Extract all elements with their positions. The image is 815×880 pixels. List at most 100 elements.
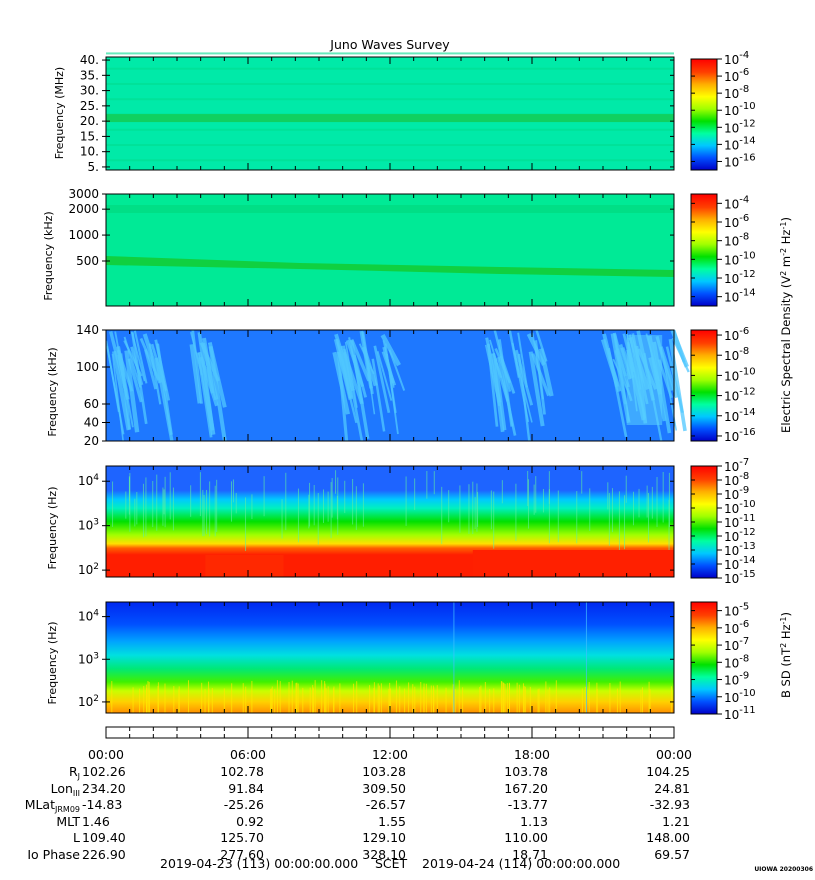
- ephemeris-label: MLatJRM09: [24, 797, 80, 814]
- ephemeris-value: 148.00: [646, 830, 690, 845]
- colorbar-tick-label: 10-12: [724, 387, 756, 404]
- time-tick-label: 00:00: [87, 747, 125, 762]
- ephemeris-label: L: [73, 830, 80, 845]
- panel-khz-low-burst: [117, 354, 128, 397]
- ephemeris-row: RJ 102.26 102.78 103.28 103.78 104.25: [0, 764, 815, 781]
- colorbar-tick-label: 10-14: [724, 135, 756, 152]
- ephemeris-value: 328.10: [362, 846, 406, 862]
- ephemeris-value: 226.90: [82, 846, 126, 862]
- y-tick-label: 140: [76, 323, 99, 337]
- colorbar-tick-label: 10-10: [724, 688, 756, 705]
- ephemeris-value: 1.21: [662, 813, 690, 829]
- colorbar-tick-label: 10-12: [724, 118, 756, 135]
- colorbar-tick-label: 10-8: [724, 471, 749, 488]
- panel-khz-low-burst: [373, 345, 391, 414]
- panel-khz-low-burst: [124, 350, 140, 433]
- panel-khz-low-burst: [665, 346, 684, 414]
- ephemeris-value: 1.46: [82, 813, 110, 829]
- ephemeris-row: MLT 1.46 0.92 1.55 1.13 1.21: [0, 814, 815, 830]
- panel-khz-low-burst: [607, 347, 628, 438]
- colorbar-tick-label: 10-11: [724, 513, 756, 530]
- y-tick-label: 1000: [68, 228, 99, 242]
- ephemeris-value: 91.84: [228, 780, 264, 796]
- colorbar-tick-label: 10-13: [724, 541, 756, 558]
- colorbar-tick-label: 10-10: [724, 101, 756, 118]
- ephemeris-value: 102.78: [220, 764, 264, 779]
- panel-khz-low-burst: [131, 332, 148, 425]
- time-tick-label: 00:00: [655, 747, 693, 762]
- colorbar-tick-label: 10-15: [724, 569, 756, 586]
- colorbar-tick-label: 10-11: [724, 705, 756, 722]
- colorbar-tick-label: 10-9: [724, 671, 749, 688]
- panel-khz-high-ylabel: Frequency (kHz): [42, 211, 55, 300]
- ephemeris-value: 103.78: [504, 764, 548, 779]
- colorbar-tick-label: 10-4: [724, 50, 749, 67]
- waves-survey-figure: Juno Waves Survey 40.35.30.25.20.15.10.5…: [42, 37, 793, 739]
- panel-e-hz-ylabel: Frequency (Hz): [46, 487, 59, 570]
- colorbar-tick-label: 10-6: [724, 213, 749, 230]
- ephemeris-value: -14.83: [82, 797, 123, 812]
- time-tick-label: 18:00: [513, 747, 551, 762]
- ephemeris-row: Io Phase 226.90 277.60 328.10 18.71 69.57: [0, 847, 815, 863]
- y-tick-label: 60: [84, 397, 99, 411]
- ephemeris-value: 18.71: [512, 846, 548, 862]
- panel-khz-low-burst: [142, 333, 163, 384]
- colorbar-tick-label: 10-10: [724, 250, 756, 267]
- ephemeris-table: 00:00 06:00 12:00 18:00 00:00 RJ 102.26 102.78 1…: [0, 747, 815, 872]
- colorbar-tick-label: 10-9: [724, 485, 749, 502]
- panel-khz-low-burst: [358, 343, 375, 375]
- panel-khz-low-burst: [197, 332, 215, 431]
- y-tick-label: 104: [78, 473, 99, 488]
- panel-khz-low-burst: [668, 338, 687, 432]
- ephemeris-value: 0.92: [236, 813, 264, 829]
- panel-khz-low-burst: [133, 330, 148, 384]
- ephemeris-value: 103.28: [362, 764, 406, 779]
- colorbar-tick-label: 10-16: [724, 152, 756, 169]
- ephemeris-value: 109.40: [82, 830, 126, 845]
- y-tick-label: 30.: [80, 84, 99, 98]
- y-tick-label: 103: [78, 518, 99, 533]
- panel-mhz-row-stripe: [106, 159, 674, 162]
- time-axis: [105, 726, 675, 739]
- colorbar-tick-label: 10-16: [724, 427, 756, 444]
- colorbar-tick-label: 10-10: [724, 366, 756, 383]
- panel-khz-low-burst: [493, 329, 512, 392]
- panel-khz-low-burst: [486, 343, 499, 427]
- ephemeris-value: 167.20: [504, 780, 548, 796]
- y-tick-label: 15.: [80, 129, 99, 143]
- panel-khz-low-burst: [528, 351, 545, 427]
- ephemeris-value: 1.55: [378, 813, 406, 829]
- panel-mhz-row-stripe: [106, 82, 674, 85]
- panel-mhz-row-stripe: [106, 67, 674, 70]
- colorbar-tick-label: 10-6: [724, 67, 749, 84]
- panel-khz-low-burst: [106, 345, 125, 435]
- footer-start-time: 2019-04-23 (113) 00:00:00.000: [160, 856, 359, 871]
- ephemeris-value: 104.25: [646, 764, 690, 779]
- panel-khz-low-burst: [189, 344, 202, 404]
- panel-khz-low-burst: [535, 329, 548, 362]
- ephemeris-value: 125.70: [220, 830, 264, 845]
- ephemeris-row: L 109.40 125.70 129.10 110.00 148.00: [0, 830, 815, 846]
- panel-khz-low-burst: [123, 336, 142, 388]
- colorbar-tick-label: 10-6: [724, 619, 749, 636]
- panel-khz-low-burst-region: [626, 335, 663, 425]
- panel-khz-low-burst: [671, 337, 690, 373]
- panel-mhz-ylabel: Frequency (MHz): [53, 67, 66, 159]
- y-tick-label: 40.: [80, 53, 99, 67]
- panel-khz-low-burst: [156, 343, 173, 435]
- colorbar-tick-label: 10-14: [724, 555, 756, 572]
- panel-khz-low-burst: [610, 333, 631, 424]
- panel-mhz: 40.35.30.25.20.15.10.5. Frequency (MHz) …: [53, 50, 756, 174]
- time-tick-labels: 00:00 06:00 12:00 18:00 00:00: [0, 747, 815, 763]
- ephemeris-value: -26.57: [365, 797, 406, 812]
- panel-khz-high-colorbar: [690, 193, 718, 307]
- colorbar-tick-label: 10-14: [724, 288, 756, 305]
- footer-end-time: 2019-04-24 (114) 00:00:00.000: [422, 856, 621, 871]
- panel-khz-low-burst: [382, 340, 395, 388]
- y-tick-label: 103: [78, 651, 99, 666]
- panel-khz-low-burst: [343, 348, 364, 442]
